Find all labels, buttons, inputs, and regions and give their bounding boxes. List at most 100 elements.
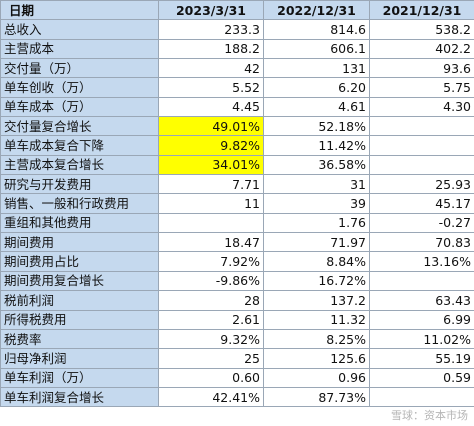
- cell-value: 7.92%: [158, 251, 264, 272]
- cell-value: 45.17: [369, 193, 474, 214]
- cell-value: 4.45: [158, 96, 264, 118]
- table-row: 税前利润 28 137.2 63.43: [0, 290, 474, 311]
- cell-value: 8.25%: [263, 328, 370, 350]
- cell-value: -9.86%: [158, 270, 264, 292]
- cell-value: 13.16%: [369, 251, 474, 272]
- cell-value: 125.6: [263, 348, 370, 369]
- table-row: 期间费用 18.47 71.97 70.83: [0, 232, 474, 253]
- cell-value: -0.27: [369, 212, 474, 234]
- row-label: 税前利润: [0, 290, 159, 311]
- cell-value: 814.6: [263, 19, 370, 40]
- cell-value: 18.47: [158, 232, 264, 253]
- row-label: 主营成本: [0, 38, 159, 60]
- cell-value: 42.41%: [158, 386, 264, 408]
- table-row: 研究与开发费用 7.71 31 25.93: [0, 174, 474, 195]
- table-row: 单车利润复合增长 42.41% 87.73%: [0, 386, 474, 408]
- row-label: 期间费用占比: [0, 251, 159, 272]
- period-header: 2021/12/31: [369, 0, 474, 21]
- table-row: 单车利润（万） 0.60 0.96 0.59: [0, 367, 474, 388]
- cell-value: 39: [263, 193, 370, 214]
- date-header: 日期: [0, 0, 159, 21]
- table-row: 交付量（万） 42 131 93.6: [0, 58, 474, 79]
- cell-value: 70.83: [369, 232, 474, 253]
- period-header: 2023/3/31: [158, 0, 264, 21]
- cell-value: 36.58%: [263, 154, 370, 176]
- cell-value: 5.75: [369, 77, 474, 98]
- cell-value: 11.02%: [369, 328, 474, 350]
- row-label: 主营成本复合增长: [0, 154, 159, 176]
- row-label: 期间费用复合增长: [0, 270, 159, 292]
- cell-value: 16.72%: [263, 270, 370, 292]
- table-row: 单车成本（万） 4.45 4.61 4.30: [0, 96, 474, 118]
- table-row: 销售、一般和行政费用 11 39 45.17: [0, 193, 474, 214]
- cell-value: [158, 212, 264, 234]
- cell-value: 6.99: [369, 309, 474, 330]
- table-row: 所得税费用 2.61 11.32 6.99: [0, 309, 474, 330]
- cell-value: 188.2: [158, 38, 264, 60]
- cell-value: 5.52: [158, 77, 264, 98]
- row-label: 单车创收（万）: [0, 77, 159, 98]
- financial-table: 日期 2023/3/31 2022/12/31 2021/12/31 总收入 2…: [0, 0, 474, 408]
- table-row: 主营成本 188.2 606.1 402.2: [0, 38, 474, 60]
- row-label: 重组和其他费用: [0, 212, 159, 234]
- row-label: 研究与开发费用: [0, 174, 159, 195]
- cell-value: 25: [158, 348, 264, 369]
- cell-value: 71.97: [263, 232, 370, 253]
- row-label: 单车成本（万）: [0, 96, 159, 118]
- cell-value: 137.2: [263, 290, 370, 311]
- cell-value: 31: [263, 174, 370, 195]
- cell-value: 9.32%: [158, 328, 264, 350]
- row-label: 总收入: [0, 19, 159, 40]
- table-row: 交付量复合增长 49.01% 52.18%: [0, 116, 474, 137]
- row-label: 单车利润（万）: [0, 367, 159, 388]
- table-row: 归母净利润 25 125.6 55.19: [0, 348, 474, 369]
- highlighted-cell-value: 34.01%: [158, 154, 264, 176]
- row-label: 期间费用: [0, 232, 159, 253]
- cell-value: 63.43: [369, 290, 474, 311]
- cell-value: [369, 386, 474, 408]
- cell-value: 6.20: [263, 77, 370, 98]
- cell-value: [369, 135, 474, 156]
- cell-value: 55.19: [369, 348, 474, 369]
- row-label: 销售、一般和行政费用: [0, 193, 159, 214]
- cell-value: 0.59: [369, 367, 474, 388]
- cell-value: 131: [263, 58, 370, 79]
- cell-value: 42: [158, 58, 264, 79]
- cell-value: 93.6: [369, 58, 474, 79]
- cell-value: 4.30: [369, 96, 474, 118]
- cell-value: 2.61: [158, 309, 264, 330]
- table-row: 税费率 9.32% 8.25% 11.02%: [0, 328, 474, 350]
- table-row: 单车创收（万） 5.52 6.20 5.75: [0, 77, 474, 98]
- table-row: 总收入 233.3 814.6 538.2: [0, 19, 474, 40]
- cell-value: [369, 116, 474, 137]
- cell-value: 8.84%: [263, 251, 370, 272]
- period-header: 2022/12/31: [263, 0, 370, 21]
- watermark: 雪球：资本市场: [391, 409, 468, 422]
- cell-value: 402.2: [369, 38, 474, 60]
- cell-value: [369, 154, 474, 176]
- row-label: 所得税费用: [0, 309, 159, 330]
- cell-value: 538.2: [369, 19, 474, 40]
- cell-value: 87.73%: [263, 386, 370, 408]
- table-row: 期间费用占比 7.92% 8.84% 13.16%: [0, 251, 474, 272]
- cell-value: 4.61: [263, 96, 370, 118]
- cell-value: 7.71: [158, 174, 264, 195]
- cell-value: 0.60: [158, 367, 264, 388]
- cell-value: 25.93: [369, 174, 474, 195]
- cell-value: 11.32: [263, 309, 370, 330]
- row-label: 单车利润复合增长: [0, 386, 159, 408]
- cell-value: 1.76: [263, 212, 370, 234]
- cell-value: 11.42%: [263, 135, 370, 156]
- cell-value: 52.18%: [263, 116, 370, 137]
- table-row: 主营成本复合增长 34.01% 36.58%: [0, 154, 474, 176]
- row-label: 税费率: [0, 328, 159, 350]
- row-label: 归母净利润: [0, 348, 159, 369]
- cell-value: 0.96: [263, 367, 370, 388]
- row-label: 单车成本复合下降: [0, 135, 159, 156]
- table-row: 单车成本复合下降 9.82% 11.42%: [0, 135, 474, 156]
- row-label: 交付量复合增长: [0, 116, 159, 137]
- highlighted-cell-value: 49.01%: [158, 116, 264, 137]
- table-row: 重组和其他费用 1.76 -0.27: [0, 212, 474, 234]
- highlighted-cell-value: 9.82%: [158, 135, 264, 156]
- table-row: 期间费用复合增长 -9.86% 16.72%: [0, 270, 474, 292]
